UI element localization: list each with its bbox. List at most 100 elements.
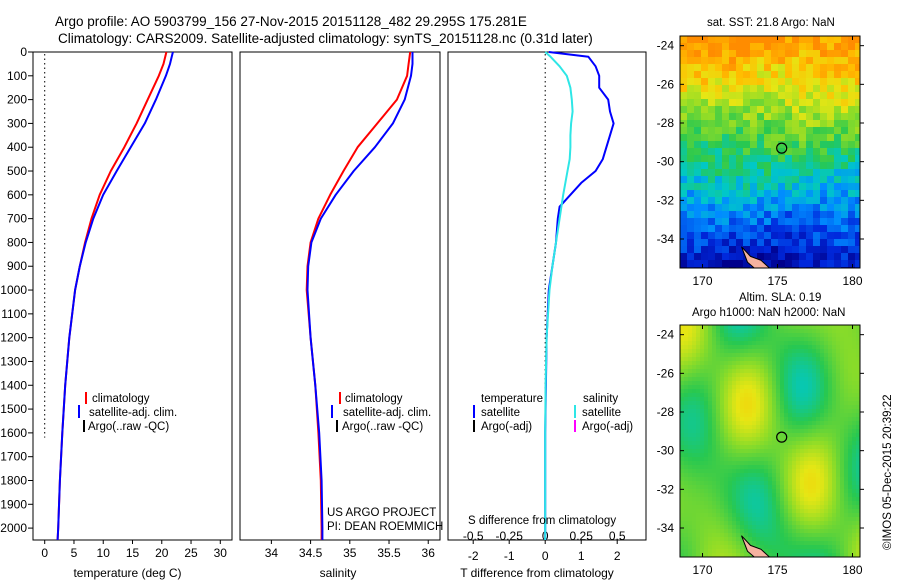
heatmap-cell xyxy=(704,537,709,542)
heatmap-cell xyxy=(715,218,723,226)
heatmap-cell xyxy=(841,78,849,86)
heatmap-cell xyxy=(800,333,805,338)
heatmap-cell xyxy=(748,397,753,402)
heatmap-cell xyxy=(708,92,716,100)
heatmap-cell xyxy=(712,357,717,362)
heatmap-cell xyxy=(848,553,853,557)
heatmap-cell xyxy=(724,369,729,374)
heatmap-cell xyxy=(852,401,857,406)
heatmap-cell xyxy=(772,545,777,550)
heatmap-cell xyxy=(712,429,717,434)
heatmap-cell xyxy=(692,353,697,358)
heatmap-cell xyxy=(728,489,733,494)
heatmap-cell xyxy=(812,553,817,557)
heatmap-cell xyxy=(708,190,716,198)
heatmap-cell xyxy=(813,85,821,93)
heatmap-cell xyxy=(715,71,723,79)
heatmap-cell xyxy=(848,253,856,261)
heatmap-cell xyxy=(784,405,789,410)
sla-map-title-2: Argo h1000: NaN h2000: NaN xyxy=(692,307,845,319)
heatmap-cell xyxy=(720,505,725,510)
heatmap-cell xyxy=(788,325,793,330)
heatmap-cell xyxy=(750,43,758,51)
heatmap-cell xyxy=(680,541,685,546)
heatmap-cell xyxy=(812,405,817,410)
heatmap-cell xyxy=(808,325,813,330)
heatmap-cell xyxy=(724,553,729,557)
heatmap-cell xyxy=(744,525,749,530)
heatmap-cell xyxy=(848,517,853,522)
heatmap-cell xyxy=(684,449,689,454)
heatmap-cell xyxy=(799,71,807,79)
heatmap-cell xyxy=(680,453,685,458)
heatmap-cell xyxy=(804,409,809,414)
heatmap-cell xyxy=(748,473,753,478)
heatmap-cell xyxy=(812,497,817,502)
heatmap-cell xyxy=(708,441,713,446)
heatmap-cell xyxy=(728,549,733,554)
heatmap-cell xyxy=(764,148,772,156)
heatmap-cell xyxy=(708,389,713,394)
heatmap-cell xyxy=(827,190,835,198)
heatmap-cell xyxy=(701,64,709,72)
heatmap-cell xyxy=(812,517,817,522)
heatmap-cell xyxy=(780,357,785,362)
heatmap-cell xyxy=(736,433,741,438)
heatmap-cell xyxy=(740,349,745,354)
heatmap-cell xyxy=(694,43,702,51)
heatmap-cell xyxy=(757,85,765,93)
heatmap-cell xyxy=(780,425,785,430)
heatmap-cell xyxy=(716,473,721,478)
heatmap-cell xyxy=(856,469,860,474)
heatmap-cell xyxy=(776,469,781,474)
heatmap-cell xyxy=(836,473,841,478)
heatmap-cell xyxy=(856,353,860,358)
heatmap-cell xyxy=(820,337,825,342)
heatmap-cell xyxy=(848,493,853,498)
heatmap-cell xyxy=(688,453,693,458)
heatmap-cell xyxy=(732,341,737,346)
heatmap-cell xyxy=(696,369,701,374)
heatmap-cell xyxy=(736,381,741,386)
heatmap-cell xyxy=(720,441,725,446)
heatmap-cell xyxy=(785,225,793,233)
heatmap-cell xyxy=(804,541,809,546)
heatmap-cell xyxy=(720,421,725,426)
heatmap-cell xyxy=(820,501,825,506)
series-line-temperature-satellite xyxy=(544,51,615,540)
heatmap-cell xyxy=(680,377,685,382)
heatmap-cell xyxy=(852,333,857,338)
heatmap-cell xyxy=(684,413,689,418)
heatmap-cell xyxy=(722,43,730,51)
heatmap-cell xyxy=(728,441,733,446)
heatmap-cell xyxy=(764,357,769,362)
heatmap-cell xyxy=(680,521,685,526)
heatmap-cell xyxy=(736,513,741,518)
y-tick-label: 0 xyxy=(20,45,27,59)
heatmap-cell xyxy=(752,409,757,414)
heatmap-cell xyxy=(720,361,725,366)
heatmap-cell xyxy=(852,417,857,422)
heatmap-cell xyxy=(700,425,705,430)
heatmap-cell xyxy=(772,529,777,534)
heatmap-cell xyxy=(840,505,845,510)
heatmap-cell xyxy=(848,397,853,402)
heatmap-cell xyxy=(752,457,757,462)
heatmap-cell xyxy=(820,513,825,518)
heatmap-cell xyxy=(743,85,751,93)
heatmap-cell xyxy=(740,401,745,406)
heatmap-cell xyxy=(757,120,765,128)
heatmap-cell xyxy=(792,473,797,478)
heatmap-cell xyxy=(848,50,856,58)
legend-label-satellite: satellite-adj. clim. xyxy=(343,407,431,419)
heatmap-cell xyxy=(688,533,693,538)
heatmap-cell xyxy=(720,501,725,506)
heatmap-cell xyxy=(680,517,685,522)
heatmap-cell xyxy=(780,401,785,406)
heatmap-cell xyxy=(788,401,793,406)
heatmap-cell xyxy=(720,537,725,542)
heatmap-cell xyxy=(788,501,793,506)
heatmap-cell xyxy=(785,113,793,121)
heatmap-cell xyxy=(680,50,688,58)
heatmap-cell xyxy=(704,549,709,554)
